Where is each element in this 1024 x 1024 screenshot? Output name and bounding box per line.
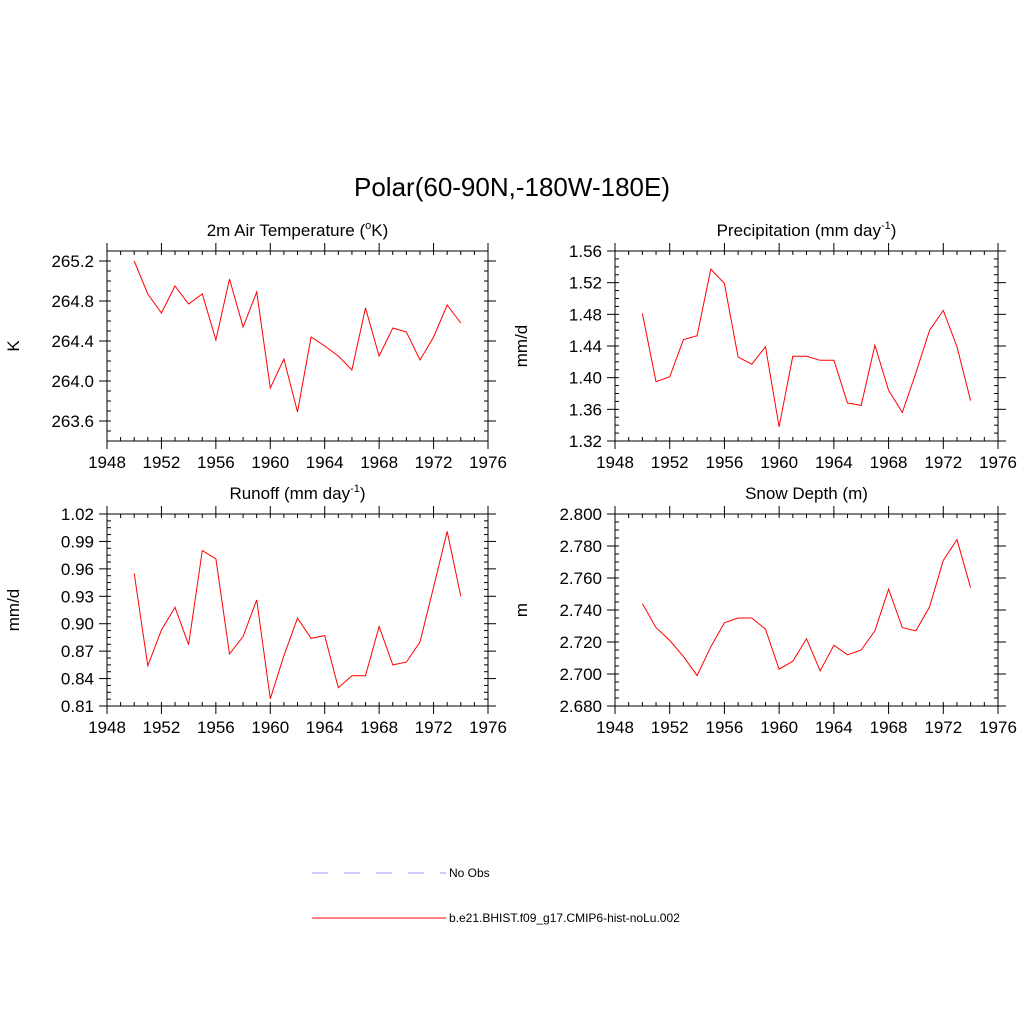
panel-title-end: ) bbox=[891, 221, 897, 240]
panel-title: 2m Air Temperature (oK) bbox=[207, 220, 389, 240]
y-tick-label: 263.6 bbox=[51, 412, 94, 431]
y-tick-label: 1.36 bbox=[569, 400, 602, 419]
x-tick-label: 1948 bbox=[88, 453, 126, 472]
legend-label: b.e21.BHIST.f09_g17.CMIP6-hist-noLu.002 bbox=[449, 911, 680, 925]
y-tick-label: 265.2 bbox=[51, 252, 94, 271]
x-tick-label: 1976 bbox=[979, 718, 1017, 737]
series-line bbox=[133, 531, 462, 699]
panel-title-end: K) bbox=[371, 221, 388, 240]
x-tick-label: 1976 bbox=[469, 453, 507, 472]
y-tick-label: 0.99 bbox=[61, 532, 94, 551]
chart-panel-2: 1948 1952 1956 1960 1964 1968 1972 1976 1.32 1.36… bbox=[512, 220, 1017, 472]
legend: No Obs b.e21.BHIST.f09_g17.CMIP6-hist-noL… bbox=[312, 866, 680, 925]
panel-title-main: Precipitation (mm day bbox=[717, 221, 882, 240]
plot-frame bbox=[614, 250, 999, 442]
chart-panel-3: 1948 1952 1956 1960 1964 1968 1972 1976 0.81 0.84… bbox=[4, 483, 507, 737]
y-tick-label: 1.44 bbox=[569, 337, 602, 356]
y-axis-label: m bbox=[512, 603, 531, 617]
y-tick-label: 1.56 bbox=[569, 242, 602, 261]
x-tick-label: 1972 bbox=[415, 718, 453, 737]
x-tick-label: 1952 bbox=[651, 453, 689, 472]
y-tick-label: 0.81 bbox=[61, 697, 94, 716]
x-tick-label: 1964 bbox=[306, 718, 344, 737]
x-tick-label: 1964 bbox=[815, 453, 853, 472]
x-tick-label: 1956 bbox=[197, 453, 235, 472]
chart-panels: 1948 1952 1956 1960 1964 1968 1972 1976 263.6 264… bbox=[4, 220, 1017, 737]
x-tick-label: 1956 bbox=[706, 453, 744, 472]
x-tick-label: 1968 bbox=[360, 718, 398, 737]
y-tick-label: 2.740 bbox=[559, 601, 602, 620]
x-tick-label: 1976 bbox=[469, 718, 507, 737]
series-line bbox=[133, 260, 462, 413]
x-tick-label: 1976 bbox=[979, 453, 1017, 472]
x-tick-label: 1960 bbox=[760, 453, 798, 472]
x-tick-label: 1960 bbox=[251, 453, 289, 472]
chart-panel-4: 1948 1952 1956 1960 1964 1968 1972 1976 2.680 2.7… bbox=[512, 484, 1017, 737]
x-tick-label: 1972 bbox=[415, 453, 453, 472]
plot-frame bbox=[106, 513, 489, 707]
y-tick-label: 264.0 bbox=[51, 372, 94, 391]
x-tick-label: 1956 bbox=[706, 718, 744, 737]
panel-title: Runoff (mm day-1) bbox=[229, 483, 365, 503]
plot-frame bbox=[106, 250, 489, 442]
y-tick-label: 2.760 bbox=[559, 569, 602, 588]
y-tick-label: 0.84 bbox=[61, 670, 94, 689]
x-tick-label: 1952 bbox=[143, 718, 181, 737]
x-tick-label: 1972 bbox=[924, 453, 962, 472]
x-tick-label: 1952 bbox=[651, 718, 689, 737]
y-tick-label: 0.93 bbox=[61, 587, 94, 606]
x-tick-label: 1968 bbox=[870, 718, 908, 737]
y-axis-label: mm/d bbox=[4, 589, 23, 632]
page-title: Polar(60-90N,-180W-180E) bbox=[354, 172, 670, 202]
panel-title-main: Runoff (mm day bbox=[229, 484, 350, 503]
panel-title-superscript: -1 bbox=[350, 483, 360, 495]
panel-title-superscript: -1 bbox=[881, 220, 891, 232]
y-tick-label: 1.32 bbox=[569, 432, 602, 451]
y-tick-label: 2.780 bbox=[559, 537, 602, 556]
y-tick-label: 0.87 bbox=[61, 642, 94, 661]
y-tick-label: 1.40 bbox=[569, 369, 602, 388]
x-tick-label: 1972 bbox=[924, 718, 962, 737]
series-line bbox=[641, 268, 972, 427]
legend-label: No Obs bbox=[449, 866, 490, 880]
panel-title-main: Snow Depth (m) bbox=[745, 484, 868, 503]
panel-title-end: ) bbox=[360, 484, 366, 503]
x-tick-label: 1948 bbox=[596, 718, 634, 737]
chart-panel-1: 1948 1952 1956 1960 1964 1968 1972 1976 263.6 264… bbox=[4, 220, 507, 472]
y-tick-label: 2.680 bbox=[559, 697, 602, 716]
x-tick-label: 1964 bbox=[306, 453, 344, 472]
y-tick-label: 264.8 bbox=[51, 292, 94, 311]
y-tick-label: 0.90 bbox=[61, 615, 94, 634]
x-tick-label: 1956 bbox=[197, 718, 235, 737]
panel-title-main: 2m Air Temperature ( bbox=[207, 221, 366, 240]
y-tick-label: 2.720 bbox=[559, 633, 602, 652]
x-tick-label: 1960 bbox=[760, 718, 798, 737]
x-tick-label: 1952 bbox=[143, 453, 181, 472]
x-tick-label: 1968 bbox=[360, 453, 398, 472]
y-tick-label: 2.800 bbox=[559, 505, 602, 524]
x-tick-label: 1960 bbox=[251, 718, 289, 737]
y-tick-label: 0.96 bbox=[61, 560, 94, 579]
y-tick-label: 1.02 bbox=[61, 505, 94, 524]
panel-title: Precipitation (mm day-1) bbox=[717, 220, 897, 240]
plot-frame bbox=[614, 513, 999, 707]
x-tick-label: 1964 bbox=[815, 718, 853, 737]
y-tick-label: 1.48 bbox=[569, 305, 602, 324]
y-tick-label: 1.52 bbox=[569, 274, 602, 293]
x-tick-label: 1948 bbox=[88, 718, 126, 737]
series-line bbox=[641, 538, 972, 677]
panel-title: Snow Depth (m) bbox=[745, 484, 868, 503]
x-tick-label: 1948 bbox=[596, 453, 634, 472]
y-tick-label: 2.700 bbox=[559, 665, 602, 684]
y-axis-label: K bbox=[4, 340, 23, 352]
y-axis-label: mm/d bbox=[512, 325, 531, 368]
x-tick-label: 1968 bbox=[870, 453, 908, 472]
y-tick-label: 264.4 bbox=[51, 332, 94, 351]
panel-title-superscript: o bbox=[365, 220, 371, 232]
